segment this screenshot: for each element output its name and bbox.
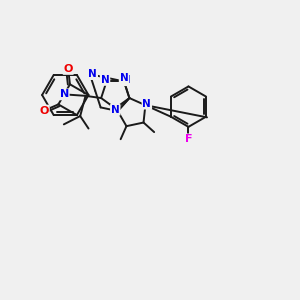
Text: N: N bbox=[59, 89, 69, 99]
Text: N: N bbox=[88, 69, 97, 79]
Text: N: N bbox=[122, 75, 131, 85]
Text: O: O bbox=[64, 64, 73, 74]
Text: O: O bbox=[40, 106, 49, 116]
Text: N: N bbox=[101, 75, 110, 85]
Text: F: F bbox=[185, 134, 192, 144]
Text: N: N bbox=[142, 99, 151, 109]
Text: N: N bbox=[120, 74, 128, 83]
Text: N: N bbox=[111, 105, 120, 115]
